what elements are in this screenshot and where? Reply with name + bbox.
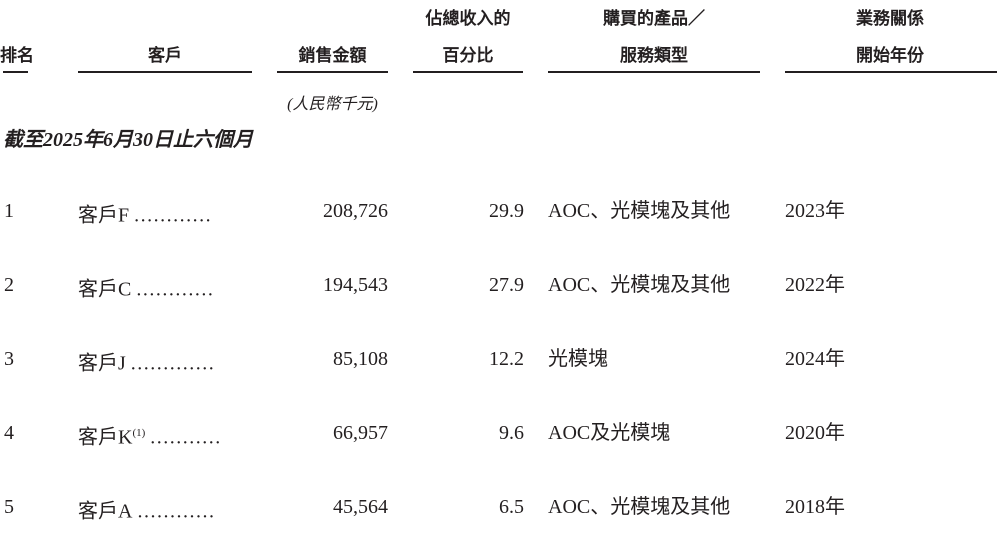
customer-name: 客戶F: [78, 204, 130, 227]
product-type: AOC、光模塊及其他: [548, 274, 731, 296]
revenue-percentage: 27.9: [489, 274, 524, 296]
leader-dots: ............: [136, 278, 215, 301]
relationship-start-year: 2023年: [785, 200, 845, 222]
header-rank: 排名: [0, 46, 34, 65]
revenue-percentage: 12.2: [489, 348, 524, 370]
rank: 2: [4, 274, 14, 296]
customer-name: 客戶A: [78, 500, 133, 523]
customer-cell: 客戶F ............: [78, 199, 212, 228]
revenue-percentage: 9.6: [499, 422, 524, 444]
header-pct-line2: 百分比: [442, 46, 494, 65]
header-year-line1: 業務關係: [856, 9, 924, 28]
header-customer: 客戶: [148, 46, 182, 65]
sales-amount: 85,108: [333, 348, 388, 370]
product-type: 光模塊: [548, 348, 608, 370]
header-underline: [78, 71, 252, 73]
header-pct-line1: 佔總收入的: [425, 9, 511, 28]
revenue-percentage: 6.5: [499, 496, 524, 518]
header-product-line2: 服務類型: [620, 46, 688, 65]
customer-cell: 客戶A ............: [78, 495, 215, 524]
customer-cell: 客戶C ............: [78, 273, 214, 302]
header-sales: 銷售金額: [298, 46, 367, 65]
customer-cell: 客戶K(1) ...........: [78, 421, 222, 450]
rank: 4: [4, 422, 14, 444]
leader-dots: .............: [130, 352, 216, 375]
sales-unit: (人民幣千元): [287, 96, 378, 113]
customer-name: 客戶J: [78, 352, 126, 375]
customer-name: 客戶C: [78, 278, 132, 301]
footnote-ref: (1): [132, 427, 146, 439]
product-type: AOC、光模塊及其他: [548, 200, 731, 222]
product-type: AOC及光模塊: [548, 422, 671, 444]
sales-amount: 208,726: [323, 200, 388, 222]
header-underline: [277, 71, 388, 73]
relationship-start-year: 2022年: [785, 274, 845, 296]
header-underline: [3, 71, 28, 73]
header-year-line2: 開始年份: [856, 46, 924, 65]
customer-name: 客戶K: [78, 426, 133, 449]
period-heading: 截至2025年6月30日止六個月: [3, 129, 253, 151]
header-product-line1: 購買的產品／: [603, 9, 705, 28]
leader-dots: ............: [137, 500, 216, 523]
rank: 3: [4, 348, 14, 370]
header-underline: [548, 71, 760, 73]
sales-amount: 194,543: [323, 274, 388, 296]
header-underline: [413, 71, 523, 73]
rank: 1: [4, 200, 14, 222]
relationship-start-year: 2024年: [785, 348, 845, 370]
leader-dots: ...........: [150, 426, 222, 449]
customer-cell: 客戶J .............: [78, 347, 215, 376]
rank: 5: [4, 496, 14, 518]
leader-dots: ............: [134, 204, 213, 227]
sales-amount: 45,564: [333, 496, 388, 518]
revenue-percentage: 29.9: [489, 200, 524, 222]
sales-amount: 66,957: [333, 422, 388, 444]
product-type: AOC、光模塊及其他: [548, 496, 731, 518]
header-underline: [785, 71, 997, 73]
relationship-start-year: 2018年: [785, 496, 845, 518]
relationship-start-year: 2020年: [785, 422, 845, 444]
